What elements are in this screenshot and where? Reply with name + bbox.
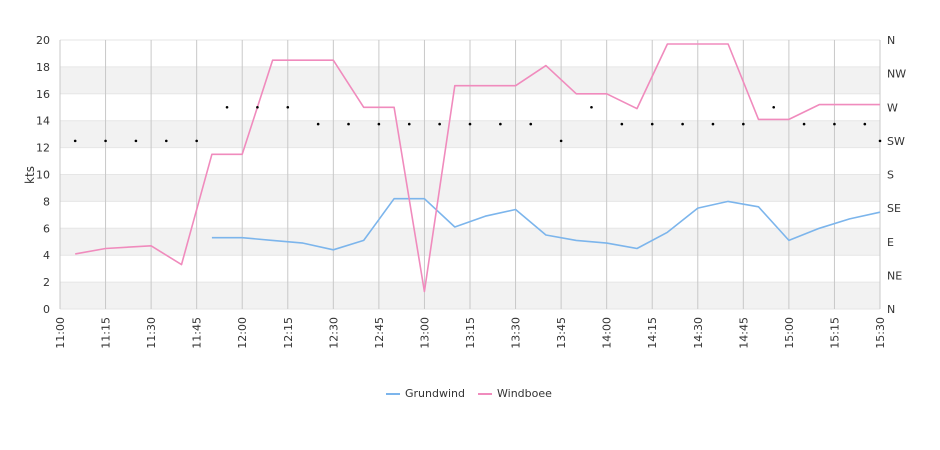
series-lines	[75, 43, 881, 293]
y-tick-label: 2	[43, 276, 50, 289]
x-tick-label: 12:15	[282, 317, 295, 349]
legend-item-grundwind[interactable]: Grundwind	[386, 387, 465, 400]
x-tick-label: 11:00	[54, 317, 67, 349]
direction-marker	[134, 139, 138, 143]
direction-tick-label: NW	[887, 68, 906, 81]
direction-marker	[407, 122, 411, 126]
x-tick-label: 15:15	[828, 317, 841, 349]
x-tick-label: 11:45	[191, 317, 204, 349]
direction-marker	[711, 122, 715, 126]
direction-marker	[438, 122, 441, 126]
direction-marker	[377, 122, 381, 126]
y-tick-label: 0	[43, 303, 50, 316]
direction-tick-label: N	[887, 303, 895, 316]
direction-marker	[878, 139, 882, 143]
direction-marker	[620, 122, 624, 126]
direction-markers	[73, 105, 882, 143]
y-axis-ticks: 0 2 4 6 8 10 12 14 16 18 20	[36, 34, 50, 316]
direction-marker	[833, 122, 836, 126]
direction-marker	[347, 122, 350, 126]
x-tick-label: 14:30	[692, 317, 705, 349]
x-tick-label: 12:30	[327, 317, 340, 349]
direction-marker	[802, 122, 806, 126]
x-tick-label: 13:45	[555, 317, 568, 349]
direction-marker	[256, 105, 259, 109]
series-line-windboee	[75, 43, 880, 293]
direction-marker	[499, 122, 502, 126]
direction-tick-label: SE	[887, 202, 901, 215]
x-axis-ticks: 11:00 11:15 11:30 11:45 12:00 12:15 12:30 12:45…	[54, 317, 887, 349]
y-axis-title: kts	[23, 166, 37, 184]
x-tick-label: 12:00	[236, 317, 249, 349]
y-tick-label: 16	[36, 88, 50, 101]
direction-tick-label: E	[887, 236, 894, 249]
series-line-grundwind	[211, 197, 881, 251]
direction-marker	[772, 105, 776, 109]
x-gridlines	[59, 40, 881, 309]
x-tick-label: 11:15	[100, 317, 113, 349]
direction-marker	[742, 122, 745, 126]
direction-tick-label: S	[887, 169, 894, 182]
direction-marker	[650, 122, 654, 126]
x-tick-label: 11:30	[145, 317, 158, 349]
direction-tick-label: SW	[887, 135, 905, 148]
direction-marker	[195, 139, 198, 143]
x-tick-label: 14:45	[737, 317, 750, 349]
x-tick-label: 14:15	[646, 317, 659, 349]
direction-marker	[316, 122, 320, 126]
x-tick-label: 15:00	[783, 317, 796, 349]
y-tick-label: 12	[36, 142, 50, 155]
x-tick-label: 13:00	[418, 317, 431, 349]
y-tick-label: 10	[36, 169, 50, 182]
direction-marker	[559, 139, 563, 143]
direction-marker	[164, 139, 168, 143]
direction-marker	[863, 122, 867, 126]
direction-axis-ticks: N NE E SE S SW W NW N	[887, 34, 906, 316]
x-tick-label: 12:45	[373, 317, 386, 349]
direction-tick-label: NE	[887, 269, 902, 282]
direction-marker	[468, 122, 472, 126]
direction-marker	[286, 105, 290, 109]
legend-label-windboee: Windboee	[497, 387, 552, 400]
x-tick-label: 15:30	[874, 317, 887, 349]
direction-marker	[225, 105, 229, 109]
y-tick-label: 14	[36, 115, 50, 128]
direction-marker	[590, 105, 593, 109]
legend-label-grundwind: Grundwind	[405, 387, 465, 400]
x-tick-label: 13:15	[464, 317, 477, 349]
y-tick-label: 8	[43, 195, 50, 208]
direction-tick-label: W	[887, 101, 898, 114]
direction-marker	[104, 139, 107, 143]
direction-marker	[529, 122, 533, 126]
x-tick-label: 13:30	[510, 317, 523, 349]
y-tick-label: 18	[36, 61, 50, 74]
y-tick-label: 6	[43, 222, 50, 235]
y-tick-label: 4	[43, 249, 50, 262]
direction-marker	[73, 139, 77, 143]
direction-marker	[681, 122, 684, 126]
y-tick-label: 20	[36, 34, 50, 47]
x-tick-label: 14:00	[601, 317, 614, 349]
legend: Grundwind Windboee	[386, 387, 552, 400]
legend-item-windboee[interactable]: Windboee	[478, 387, 552, 400]
direction-tick-label: N	[887, 34, 895, 47]
